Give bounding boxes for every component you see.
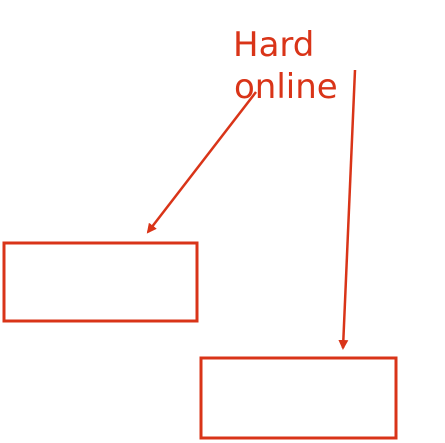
right-box: [199, 356, 398, 440]
arrow-to-left-box: [146, 91, 257, 234]
arrow-to-right-box: [338, 69, 357, 350]
left-box: [2, 241, 199, 323]
label-online: online: [234, 67, 338, 107]
label-hard: Hard: [233, 25, 315, 65]
